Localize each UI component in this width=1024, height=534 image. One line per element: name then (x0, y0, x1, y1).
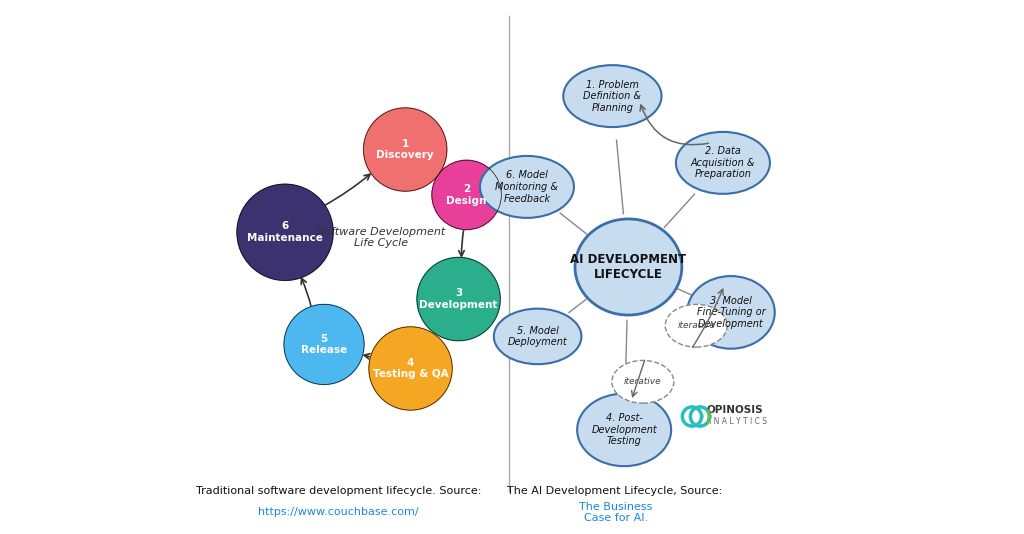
Ellipse shape (563, 65, 662, 127)
Circle shape (284, 304, 365, 384)
Circle shape (417, 257, 501, 341)
Text: 4. Post-
Development
Testing: 4. Post- Development Testing (591, 413, 657, 446)
Ellipse shape (480, 156, 573, 218)
Text: 6. Model
Monitoring &
Feedback: 6. Model Monitoring & Feedback (496, 170, 558, 203)
Text: Traditional software development lifecycle. Source:: Traditional software development lifecyc… (196, 486, 481, 496)
Text: The Business
Case for AI.: The Business Case for AI. (580, 502, 653, 523)
Text: 4
Testing & QA: 4 Testing & QA (373, 358, 449, 379)
Text: 1
Discovery: 1 Discovery (377, 139, 434, 160)
Text: https://www.couchbase.com/: https://www.couchbase.com/ (258, 507, 419, 516)
Text: 2
Design: 2 Design (446, 184, 486, 206)
Circle shape (364, 108, 446, 191)
Text: Software Development
Life Cycle: Software Development Life Cycle (317, 227, 445, 248)
Text: OPINOSIS: OPINOSIS (707, 405, 763, 415)
Text: 3
Development: 3 Development (420, 288, 498, 310)
Circle shape (369, 327, 453, 410)
Ellipse shape (578, 394, 671, 466)
Text: 1. Problem
Definition &
Planning: 1. Problem Definition & Planning (584, 80, 641, 113)
Text: iterative: iterative (624, 378, 662, 386)
Ellipse shape (687, 276, 775, 349)
Text: 6
Maintenance: 6 Maintenance (247, 222, 323, 243)
Text: 3. Model
Fine-Tuning or
Development: 3. Model Fine-Tuning or Development (696, 296, 765, 329)
Ellipse shape (676, 132, 770, 194)
Text: AI DEVELOPMENT
LIFECYCLE: AI DEVELOPMENT LIFECYCLE (570, 253, 686, 281)
Ellipse shape (494, 309, 582, 364)
Text: iterative: iterative (678, 321, 715, 330)
Text: 5
Release: 5 Release (301, 334, 347, 355)
Circle shape (432, 160, 502, 230)
Ellipse shape (612, 360, 674, 403)
Ellipse shape (575, 219, 682, 315)
Text: 5. Model
Deployment: 5. Model Deployment (508, 326, 567, 347)
Circle shape (237, 184, 333, 280)
Text: 2. Data
Acquisition &
Preparation: 2. Data Acquisition & Preparation (690, 146, 755, 179)
Ellipse shape (666, 304, 727, 347)
Text: The AI Development Lifecycle, Source:: The AI Development Lifecycle, Source: (507, 486, 726, 496)
Text: A N A L Y T I C S: A N A L Y T I C S (707, 418, 767, 426)
